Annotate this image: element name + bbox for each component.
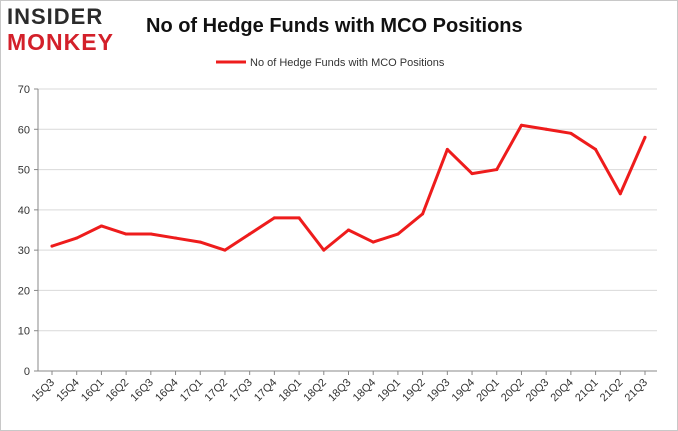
data-point <box>174 236 178 240</box>
x-tick-label: 15Q4 <box>54 377 82 405</box>
y-tick-label: 10 <box>18 326 30 338</box>
x-tick-label: 15Q3 <box>30 377 58 405</box>
x-tick-label: 21Q2 <box>598 377 626 405</box>
data-point <box>470 172 474 176</box>
y-tick-label: 40 <box>18 205 30 217</box>
data-point <box>594 147 598 151</box>
data-point <box>371 240 375 244</box>
x-tick-label: 19Q4 <box>450 377 478 405</box>
data-point <box>99 224 103 228</box>
logo-text-monkey: MONKEY <box>7 29 114 55</box>
x-tick-label: 16Q4 <box>153 377 181 405</box>
data-point <box>272 216 276 220</box>
x-tick-label: 21Q3 <box>623 377 651 405</box>
x-tick-label: 16Q1 <box>79 377 107 405</box>
axes <box>37 89 657 375</box>
y-tick-labels: 0 10 20 30 40 50 60 70 <box>18 84 30 378</box>
x-tick-label: 16Q3 <box>128 377 156 405</box>
x-tick-labels: 15Q315Q416Q116Q216Q316Q417Q117Q217Q317Q4… <box>30 377 651 405</box>
x-tick-label: 20Q3 <box>524 377 552 405</box>
x-tick-label: 17Q4 <box>252 377 280 405</box>
y-tick-label: 50 <box>18 165 30 177</box>
x-tick-label: 17Q1 <box>178 377 206 405</box>
y-tick-label: 70 <box>18 84 30 96</box>
data-point <box>445 147 449 151</box>
data-point <box>223 248 227 252</box>
data-point <box>75 236 79 240</box>
data-point <box>643 135 647 139</box>
legend-label: No of Hedge Funds with MCO Positions <box>250 57 445 69</box>
y-tick-label: 20 <box>18 285 30 297</box>
x-tick-label: 19Q1 <box>376 377 404 405</box>
data-point <box>149 232 153 236</box>
x-tick-label: 18Q2 <box>301 377 329 405</box>
data-point <box>396 232 400 236</box>
x-tick-label: 16Q2 <box>104 377 132 405</box>
series-group <box>50 123 647 252</box>
y-tick-label: 60 <box>18 124 30 136</box>
x-tick-label: 17Q2 <box>203 377 231 405</box>
data-point <box>198 240 202 244</box>
data-point <box>569 131 573 135</box>
data-point <box>322 248 326 252</box>
data-point <box>297 216 301 220</box>
data-point <box>544 127 548 131</box>
data-point <box>495 168 499 172</box>
data-point <box>421 212 425 216</box>
x-tick-label: 20Q2 <box>499 377 527 405</box>
data-point <box>618 192 622 196</box>
gridlines <box>34 88 657 372</box>
x-tick-label: 18Q1 <box>277 377 305 405</box>
data-point <box>50 244 54 248</box>
x-tick-label: 17Q3 <box>227 377 255 405</box>
y-tick-label: 0 <box>24 366 30 378</box>
x-tick-label: 18Q3 <box>326 377 354 405</box>
data-point <box>519 123 523 127</box>
logo-text-insider: INSIDER <box>7 4 104 29</box>
data-point <box>248 232 252 236</box>
insider-monkey-logo: INSIDER MONKEY <box>7 6 127 56</box>
x-tick-label: 19Q3 <box>425 377 453 405</box>
x-tick-label: 20Q1 <box>474 377 502 405</box>
x-tick-label: 18Q4 <box>351 377 379 405</box>
x-tick-label: 20Q4 <box>548 377 576 405</box>
data-point <box>347 228 350 232</box>
x-tick-label: 21Q1 <box>573 377 601 405</box>
x-tick-label: 19Q2 <box>400 377 428 405</box>
y-tick-label: 30 <box>18 245 30 257</box>
chart-title: No of Hedge Funds with MCO Positions <box>146 15 523 37</box>
data-point <box>124 232 128 236</box>
legend: No of Hedge Funds with MCO Positions <box>216 57 445 69</box>
